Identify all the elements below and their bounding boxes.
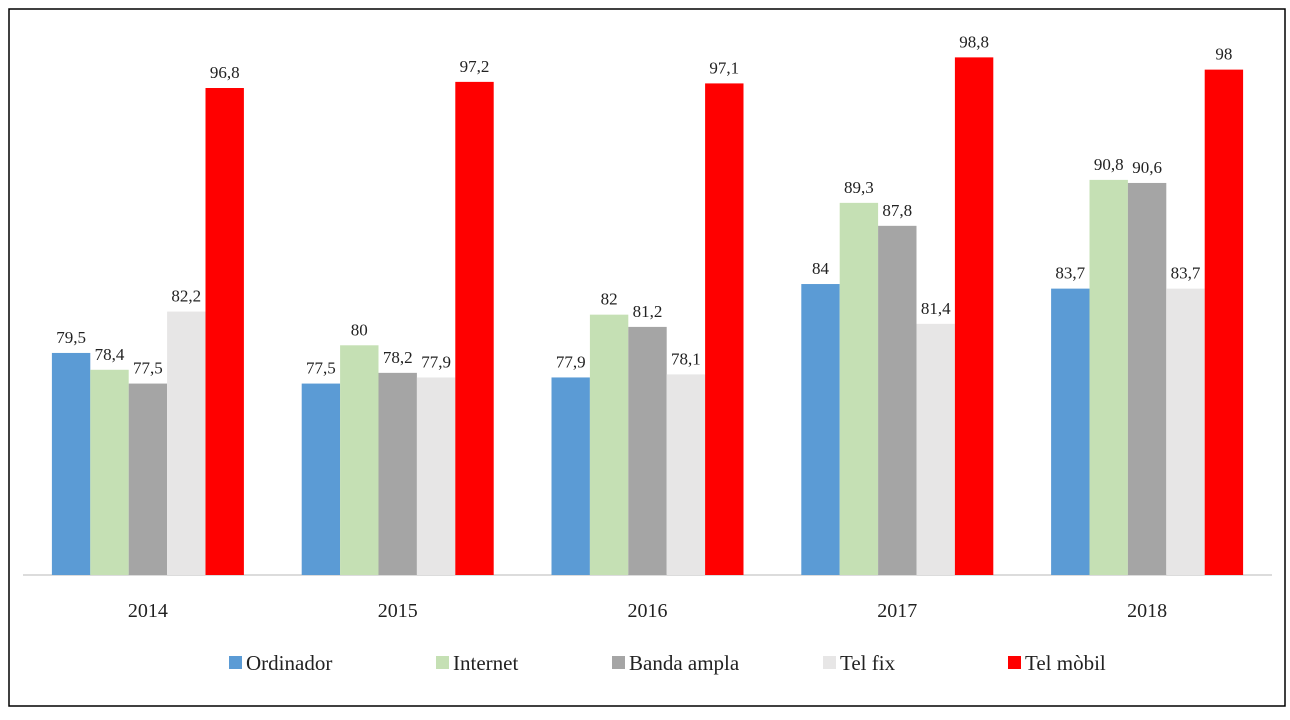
data-label: 80 [351, 320, 368, 339]
bar [1166, 288, 1205, 575]
bar [205, 88, 244, 576]
bar [378, 372, 417, 575]
data-label: 77,9 [556, 352, 586, 371]
legend-swatch [612, 656, 625, 669]
data-label: 98,8 [959, 32, 989, 51]
bar [705, 83, 744, 575]
bar [1089, 179, 1128, 576]
data-label: 77,9 [421, 352, 451, 371]
bar [916, 323, 955, 575]
legend-swatch [1008, 656, 1021, 669]
x-tick-label: 2014 [128, 600, 168, 622]
legend-label: Tel mòbil [1025, 651, 1106, 675]
bar [1127, 182, 1167, 575]
data-label: 90,6 [1132, 158, 1162, 177]
data-label: 82 [601, 290, 618, 309]
bar [340, 345, 379, 575]
bar [666, 374, 706, 575]
bar [455, 81, 494, 575]
data-label: 82,2 [171, 287, 201, 306]
bar [878, 225, 917, 575]
data-label: 77,5 [133, 359, 163, 378]
x-tick-label: 2016 [628, 600, 668, 622]
legend-swatch [229, 656, 242, 669]
data-label: 78,4 [95, 345, 125, 364]
data-label: 81,2 [633, 302, 663, 321]
data-label: 90,8 [1094, 155, 1124, 174]
bar [1051, 288, 1090, 575]
data-label: 97,1 [709, 58, 739, 77]
data-label: 98 [1215, 45, 1232, 64]
legend-label: Banda ampla [629, 651, 740, 675]
data-label: 83,7 [1055, 264, 1085, 283]
data-label: 96,8 [210, 63, 240, 82]
bar [90, 369, 129, 575]
bar [301, 383, 341, 575]
data-label: 77,5 [306, 359, 336, 378]
bar [1204, 69, 1244, 575]
bar [628, 326, 667, 575]
bar [801, 284, 840, 575]
bar [551, 377, 590, 575]
legend-label: Internet [453, 651, 518, 675]
data-label: 89,3 [844, 178, 874, 197]
bar [589, 314, 629, 575]
data-label: 78,1 [671, 349, 701, 368]
legend-swatch [436, 656, 449, 669]
x-tick-label: 2015 [378, 600, 418, 622]
x-tick-label: 2017 [877, 600, 917, 622]
data-label: 83,7 [1171, 264, 1201, 283]
bar [128, 383, 168, 575]
legend-label: Tel fix [840, 651, 896, 675]
bar [51, 352, 91, 575]
data-label: 84 [812, 259, 830, 278]
bar [954, 57, 994, 576]
x-tick-label: 2018 [1127, 600, 1167, 622]
bar [416, 377, 456, 575]
data-label: 87,8 [882, 201, 912, 220]
bar [839, 202, 879, 575]
data-label: 81,4 [921, 299, 951, 318]
legend-swatch [823, 656, 836, 669]
data-label: 97,2 [460, 57, 490, 76]
bar [167, 311, 206, 575]
legend-label: Ordinador [246, 651, 332, 675]
data-label: 78,2 [383, 348, 413, 367]
data-label: 79,5 [56, 328, 86, 347]
